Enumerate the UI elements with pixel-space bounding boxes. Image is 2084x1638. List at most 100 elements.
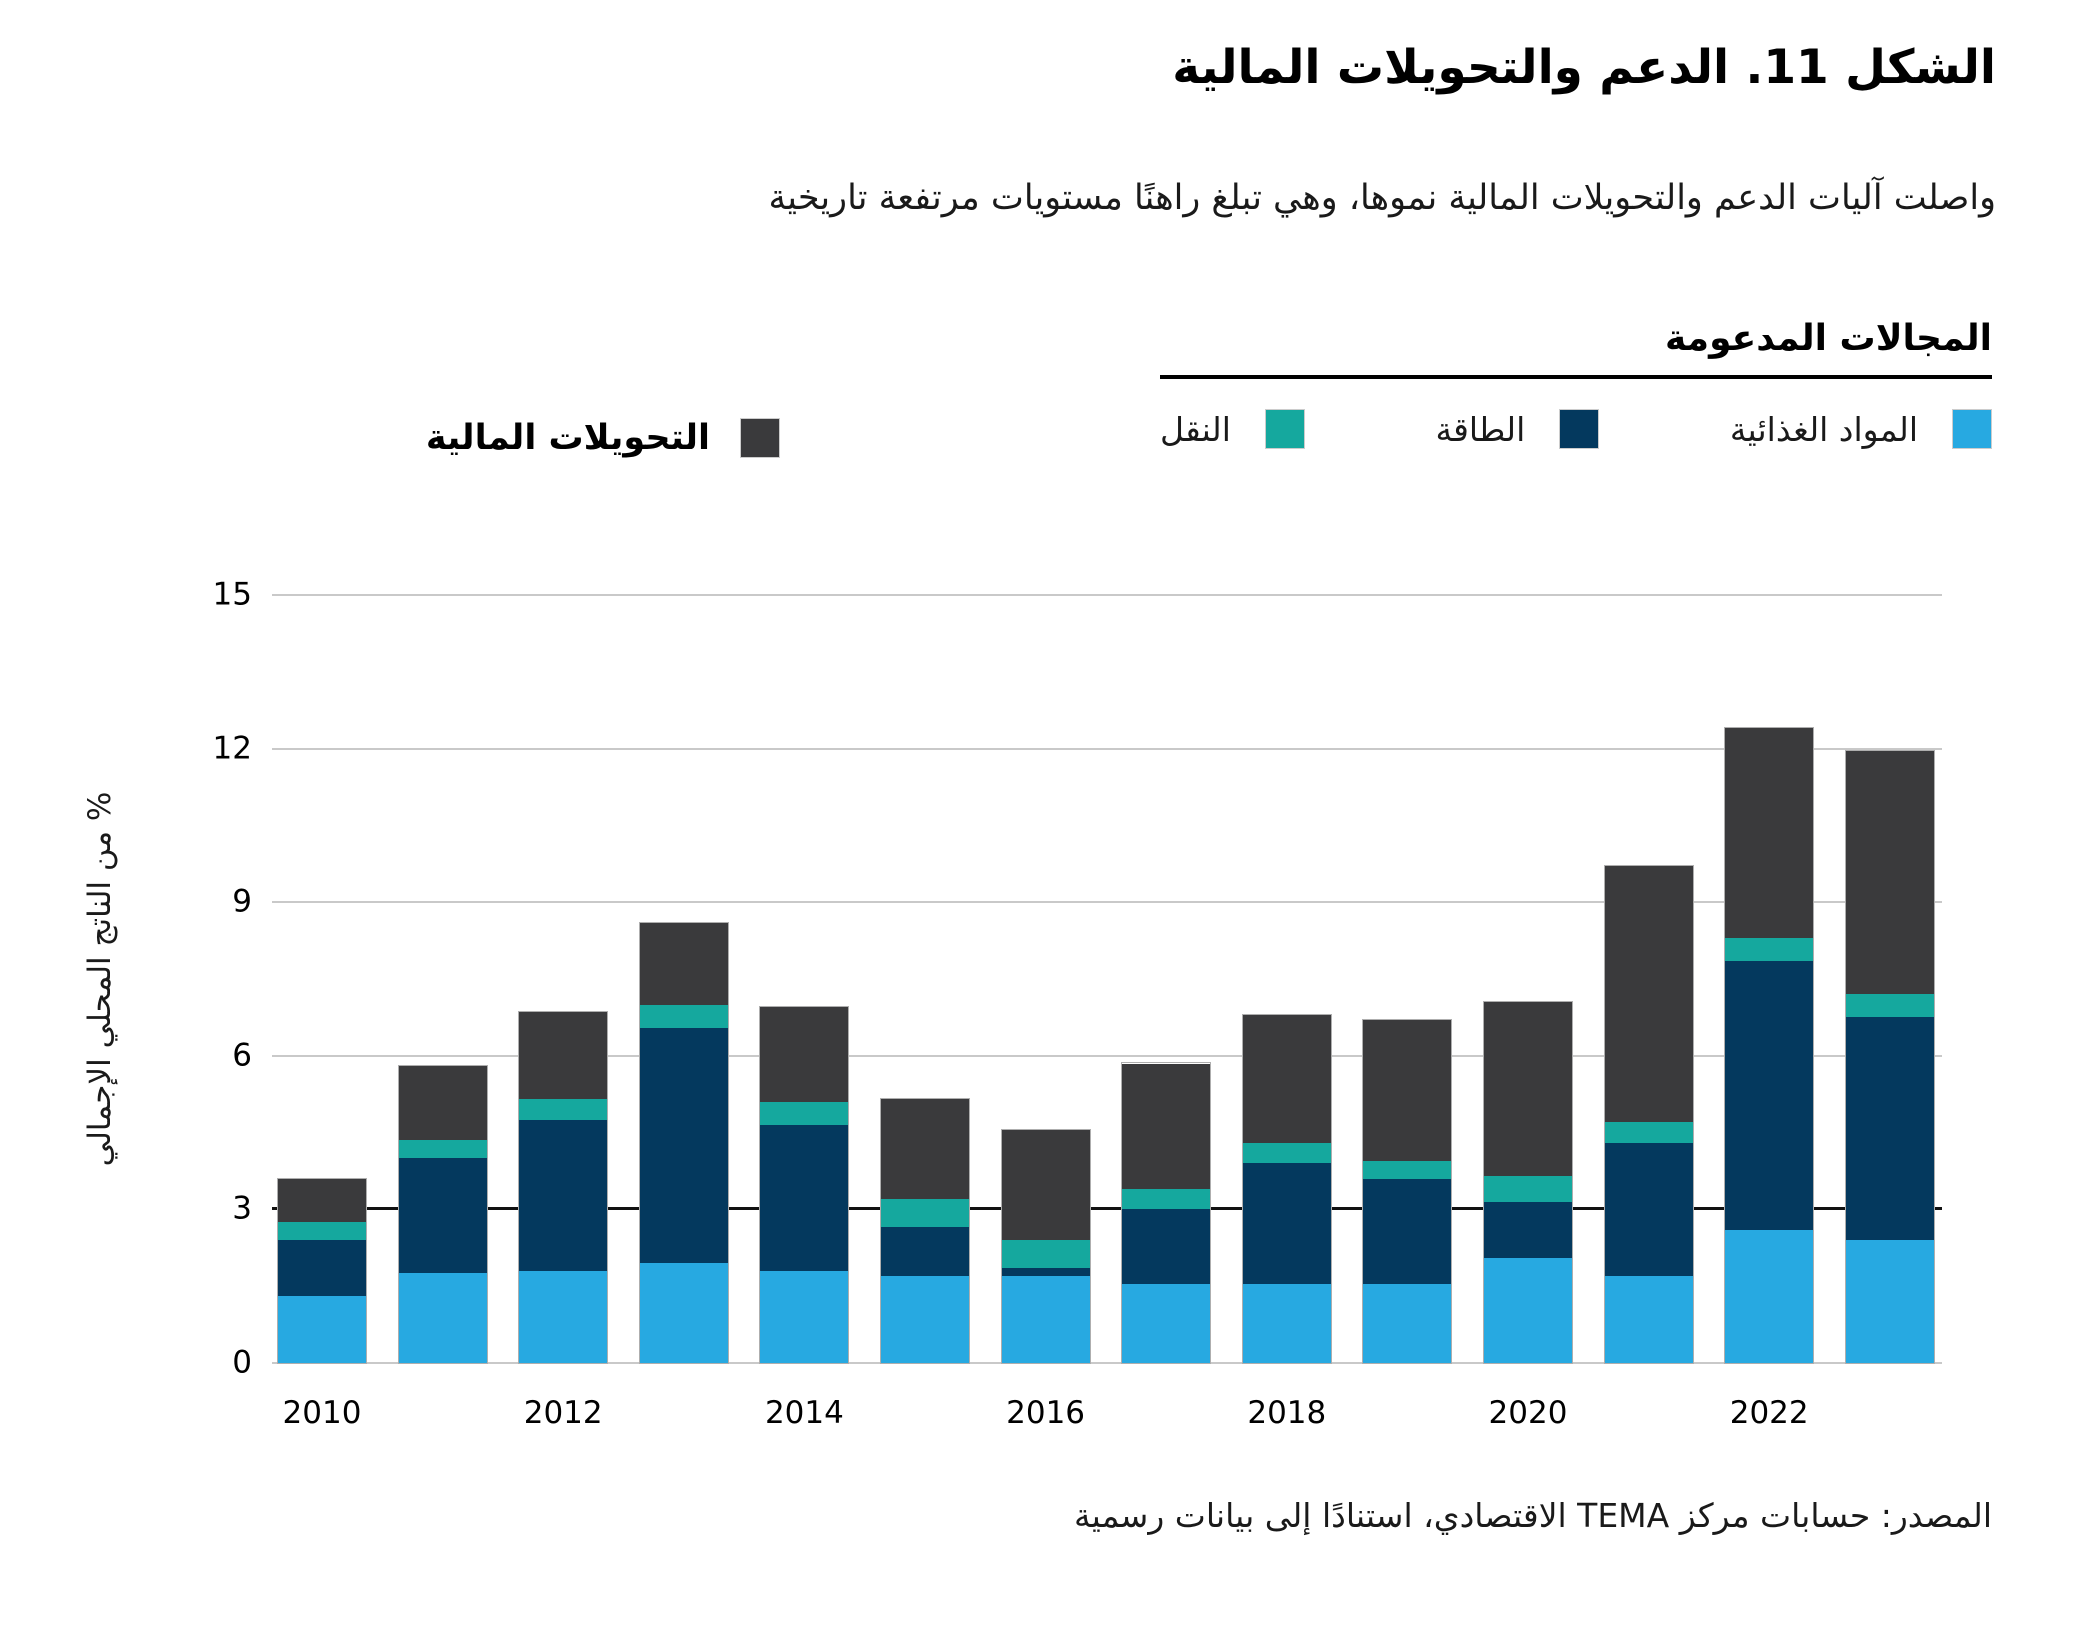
food-swatch-icon: [1952, 409, 1992, 449]
figure-title: الشكل 11. الدعم والتحويلات المالية: [1172, 40, 1996, 95]
bar-segment-energy-2013: [639, 1027, 728, 1264]
bar-2020: [1484, 1002, 1572, 1363]
y-axis-title: % من الناتج المحلي الإجمالي: [68, 595, 132, 1363]
bar-segment-energy-2012: [519, 1119, 608, 1271]
bar-2023: [1845, 751, 1934, 1363]
bar-segment-energy-2010: [278, 1240, 366, 1297]
bar-segment-energy-2020: [1484, 1201, 1572, 1259]
x-axis-tick-labels: 2010 2012 2014 2016 2018 2020 2022: [272, 1398, 1942, 1442]
bar-segment-food-2016: [1001, 1275, 1090, 1363]
gridline-9: [272, 901, 1942, 904]
source-note: المصدر: حسابات مركز TEMA الاقتصادي، استن…: [1073, 1496, 1992, 1535]
x-tick-label-2018: 2018: [1247, 1395, 1327, 1431]
bar-2010: [278, 1178, 366, 1363]
legend-item-food: المواد الغذائية: [1730, 409, 1992, 449]
bar-segment-transport-2022: [1725, 938, 1814, 962]
bar-segment-food-2012: [519, 1270, 608, 1363]
bar-segment-transfers-2018: [1242, 1014, 1331, 1143]
bar-segment-transfers-2023: [1845, 751, 1934, 995]
bar-segment-energy-2011: [398, 1158, 487, 1274]
bar-segment-transport-2010: [278, 1222, 366, 1241]
bar-2017: [1122, 1063, 1211, 1363]
x-tick-label-2022: 2022: [1729, 1395, 1809, 1431]
legend-label-transport: النقل: [1160, 409, 1231, 449]
bar-segment-energy-2017: [1122, 1209, 1211, 1284]
bar-segment-transport-2023: [1845, 994, 1934, 1018]
bar-segment-food-2019: [1363, 1283, 1452, 1363]
bar-segment-transport-2018: [1242, 1142, 1331, 1164]
plot-area: [272, 594, 1942, 1364]
energy-swatch-icon: [1559, 409, 1600, 449]
legend-group-title: المجالات المدعومة: [1664, 318, 1992, 359]
bar-segment-food-2023: [1845, 1240, 1934, 1363]
bar-segment-transport-2015: [881, 1199, 969, 1228]
legend-item-transfers: التحويلات المالية: [426, 418, 780, 458]
y-tick-label-15: 15: [212, 576, 252, 613]
transport-swatch-icon: [1264, 409, 1305, 449]
bar-segment-transport-2020: [1484, 1176, 1572, 1202]
bar-segment-transport-2014: [760, 1101, 849, 1125]
legend-supported-areas: المجالات المدعومة المواد الغذائية الطاقة…: [1160, 318, 1992, 449]
bar-segment-transfers-2020: [1484, 1002, 1572, 1177]
legend-label-energy: الطاقة: [1435, 409, 1526, 449]
x-tick-label-2014: 2014: [764, 1395, 844, 1431]
bar-2016: [1001, 1130, 1090, 1363]
bar-segment-transfers-2021: [1604, 866, 1693, 1123]
y-tick-label-6: 6: [232, 1037, 252, 1074]
bar-segment-transfers-2011: [398, 1066, 487, 1141]
bar-2014: [760, 1007, 849, 1363]
bar-2019: [1363, 1019, 1452, 1363]
bar-segment-energy-2023: [1845, 1017, 1934, 1241]
gridline-0: [272, 1362, 1942, 1364]
bar-2015: [881, 1099, 969, 1363]
x-tick-label-2016: 2016: [1006, 1395, 1086, 1431]
x-tick-label-2012: 2012: [523, 1395, 603, 1431]
bar-segment-energy-2015: [881, 1227, 969, 1276]
bar-segment-food-2020: [1484, 1258, 1572, 1363]
bar-segment-transfers-2022: [1725, 728, 1814, 939]
legend-items-row: المواد الغذائية الطاقة النقل: [1160, 409, 1992, 449]
bar-2013: [639, 922, 728, 1363]
bar-2011: [398, 1066, 487, 1363]
bar-segment-transport-2019: [1363, 1160, 1452, 1179]
bar-segment-food-2011: [398, 1273, 487, 1363]
y-tick-label-12: 12: [212, 730, 252, 767]
transfers-swatch-icon: [740, 418, 780, 458]
bar-segment-transfers-2015: [881, 1099, 969, 1200]
bar-segment-food-2017: [1122, 1283, 1211, 1363]
x-tick-label-2020: 2020: [1488, 1395, 1568, 1431]
reference-line-3: [272, 1207, 1942, 1211]
bar-segment-food-2018: [1242, 1283, 1331, 1363]
bar-2022: [1725, 728, 1814, 1363]
bar-segment-food-2010: [278, 1296, 366, 1363]
figure-subtitle: واصلت آليات الدعم والتحويلات المالية نمو…: [768, 178, 1996, 218]
gridline-15: [272, 594, 1942, 596]
bar-segment-transfers-2012: [519, 1012, 608, 1100]
bar-segment-food-2022: [1725, 1229, 1814, 1363]
bar-segment-transfers-2019: [1363, 1019, 1452, 1161]
bar-2018: [1242, 1014, 1331, 1363]
bar-segment-energy-2021: [1604, 1142, 1693, 1276]
bar-segment-energy-2019: [1363, 1178, 1452, 1284]
legend-divider: [1160, 375, 1992, 379]
bar-segment-food-2021: [1604, 1275, 1693, 1363]
y-tick-label-9: 9: [232, 883, 252, 920]
bar-segment-energy-2022: [1725, 961, 1814, 1230]
bar-segment-transfers-2013: [639, 922, 728, 1005]
bar-2021: [1604, 866, 1693, 1363]
bar-segment-transfers-2017: [1122, 1063, 1211, 1189]
bar-segment-energy-2016: [1001, 1268, 1090, 1276]
bar-segment-transport-2011: [398, 1140, 487, 1159]
bar-segment-transfers-2014: [760, 1007, 849, 1102]
bar-segment-food-2013: [639, 1263, 728, 1363]
bar-segment-transfers-2010: [278, 1178, 366, 1223]
y-tick-label-3: 3: [232, 1190, 252, 1227]
bar-segment-transport-2017: [1122, 1188, 1211, 1210]
x-tick-label-2010: 2010: [282, 1395, 362, 1431]
legend-label-food: المواد الغذائية: [1729, 409, 1918, 449]
legend-label-transfers: التحويلات المالية: [425, 418, 710, 458]
bar-segment-energy-2018: [1242, 1163, 1331, 1284]
bar-segment-transport-2013: [639, 1004, 728, 1028]
